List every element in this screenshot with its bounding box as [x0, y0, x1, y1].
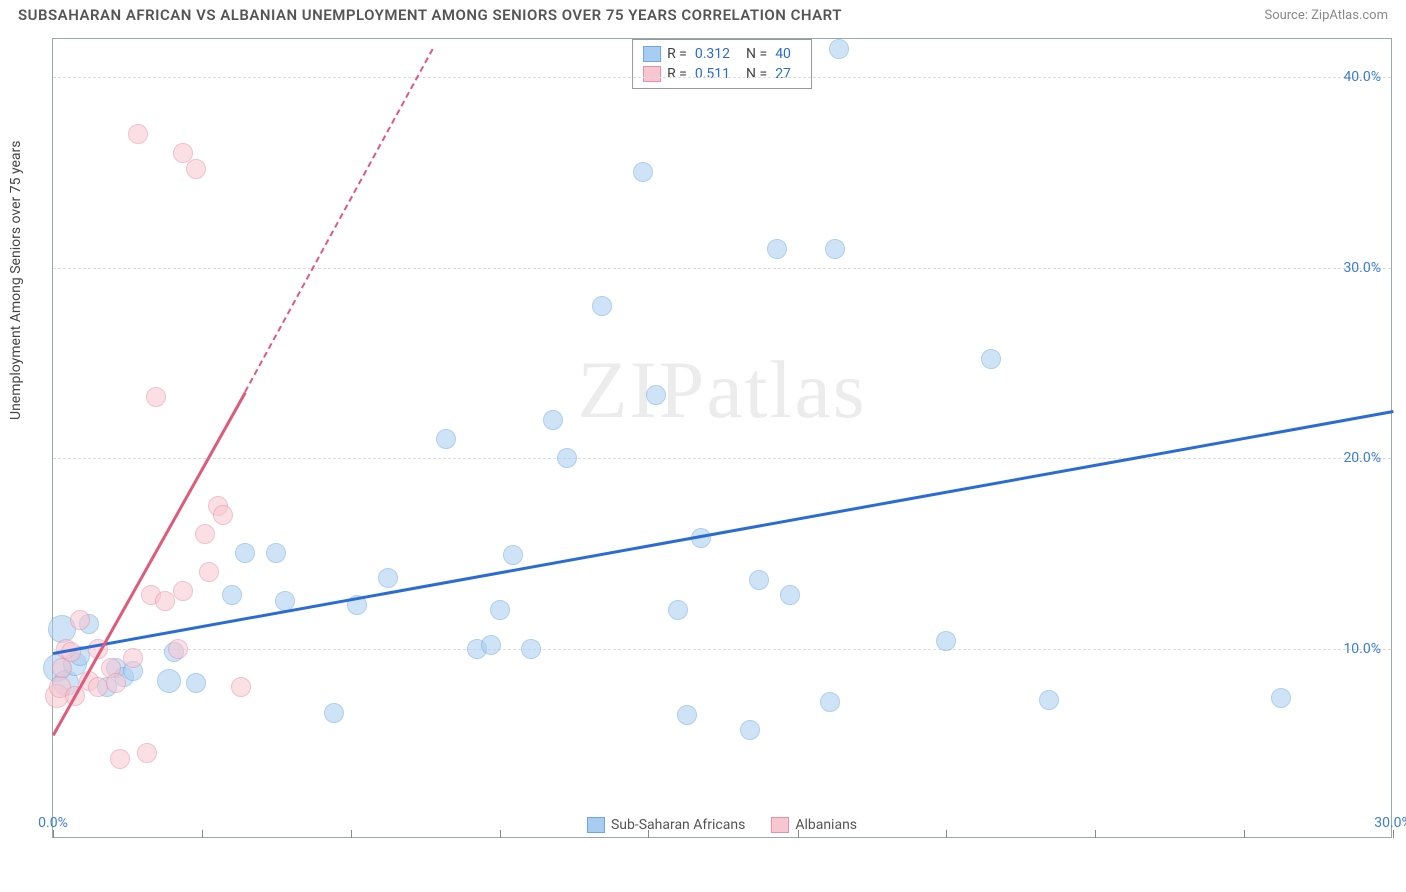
x-tick	[1095, 830, 1096, 838]
data-point	[324, 703, 344, 723]
data-point	[195, 524, 215, 544]
data-point	[829, 39, 849, 59]
scatter-chart: ZIPatlas R =0.312N =40R =0.511N =27 Sub-…	[52, 38, 1392, 838]
y-tick-label: 20.0%	[1343, 450, 1381, 466]
data-point	[186, 673, 206, 693]
data-point	[740, 720, 760, 740]
source-label: Source: ZipAtlas.com	[1264, 8, 1388, 23]
x-tick	[500, 830, 501, 838]
data-point	[70, 610, 90, 630]
legend-row: R =0.511N =27	[643, 64, 801, 84]
data-point	[106, 673, 126, 693]
correlation-legend: R =0.312N =40R =0.511N =27	[632, 39, 812, 89]
data-point	[128, 124, 148, 144]
data-point	[199, 562, 219, 582]
trend-line	[52, 392, 246, 736]
data-point	[668, 600, 688, 620]
data-point	[186, 159, 206, 179]
data-point	[481, 635, 501, 655]
x-tick	[351, 830, 352, 838]
data-point	[633, 162, 653, 182]
data-point	[981, 349, 1001, 369]
data-point	[490, 600, 510, 620]
data-point	[222, 585, 242, 605]
data-point	[503, 545, 523, 565]
data-point	[780, 585, 800, 605]
data-point	[155, 591, 175, 611]
data-point	[378, 568, 398, 588]
data-point	[110, 749, 130, 769]
gridline	[53, 77, 1391, 78]
x-tick	[202, 830, 203, 838]
y-tick-label: 40.0%	[1343, 69, 1381, 85]
legend-item: Sub-Saharan Africans	[587, 817, 745, 833]
data-point	[1271, 688, 1291, 708]
legend-item: Albanians	[771, 817, 857, 833]
data-point	[173, 581, 193, 601]
data-point	[157, 669, 181, 693]
y-tick-label: 10.0%	[1343, 641, 1381, 657]
data-point	[231, 677, 251, 697]
data-point	[436, 429, 456, 449]
data-point	[936, 631, 956, 651]
trend-line	[53, 410, 1393, 654]
data-point	[749, 570, 769, 590]
gridline	[53, 458, 1391, 459]
x-tick	[648, 830, 649, 838]
data-point	[677, 705, 697, 725]
x-tick	[53, 830, 54, 838]
data-point	[146, 387, 166, 407]
y-axis-label: Unemployment Among Seniors over 75 years	[8, 141, 24, 421]
data-point	[646, 385, 666, 405]
data-point	[213, 505, 233, 525]
data-point	[168, 639, 188, 659]
data-point	[235, 543, 255, 563]
x-tick	[946, 830, 947, 838]
data-point	[88, 677, 108, 697]
legend-row: R =0.312N =40	[643, 44, 801, 64]
x-tick	[1393, 830, 1394, 838]
x-tick-label: 30.0%	[1374, 815, 1406, 831]
x-tick	[1244, 830, 1245, 838]
data-point	[557, 448, 577, 468]
trend-line	[244, 49, 433, 393]
data-point	[123, 648, 143, 668]
data-point	[825, 239, 845, 259]
data-point	[137, 743, 157, 763]
watermark-text: ZIPatlas	[577, 343, 866, 437]
data-point	[592, 296, 612, 316]
gridline	[53, 649, 1391, 650]
chart-title: SUBSAHARAN AFRICAN VS ALBANIAN UNEMPLOYM…	[18, 6, 842, 24]
data-point	[1039, 690, 1059, 710]
data-point	[266, 543, 286, 563]
data-point	[543, 410, 563, 430]
data-point	[521, 639, 541, 659]
gridline	[53, 268, 1391, 269]
data-point	[820, 692, 840, 712]
x-tick	[798, 830, 799, 838]
x-tick-label: 0.0%	[38, 815, 68, 831]
y-tick-label: 30.0%	[1343, 260, 1381, 276]
series-legend: Sub-Saharan Africans Albanians	[587, 817, 857, 833]
data-point	[767, 239, 787, 259]
